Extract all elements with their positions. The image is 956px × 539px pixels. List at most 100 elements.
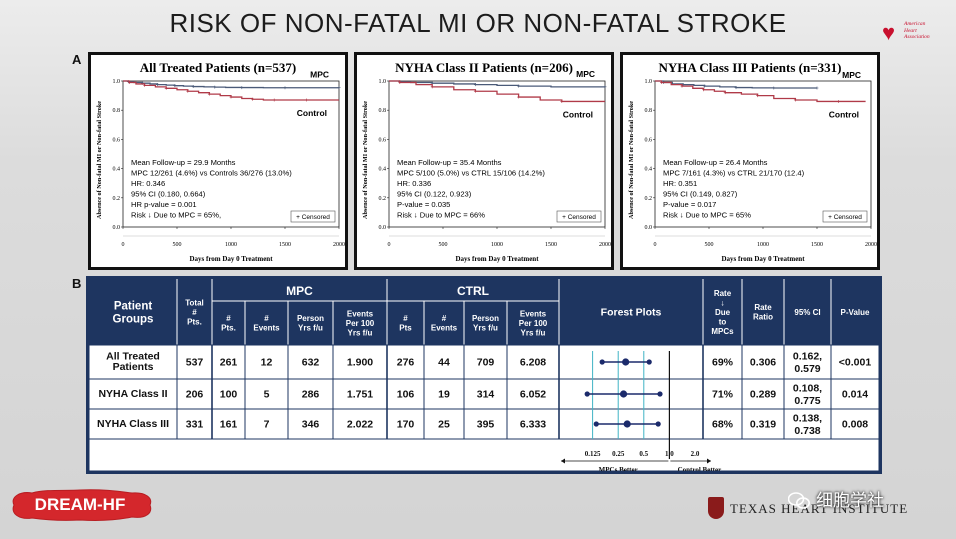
watermark: 细胞学社 [788,486,884,511]
table-cell-line: 346 [302,419,320,431]
thi-shield-icon [708,497,724,519]
series-label-control: Control [563,109,593,119]
column-header-line: Forest Plots [601,307,662,319]
censor-mark [517,84,521,88]
column-header: Patient Groups [113,301,154,326]
censor-mark [603,85,607,89]
table-cell-line: All Treated [106,351,160,363]
table-cell: 0.289 [750,389,776,401]
censor-mark [186,89,190,93]
km-stat-line: HR: 0.336 [397,179,431,188]
y-tick-label: 0.0 [645,225,653,231]
table-cell-line: 5 [264,389,270,401]
censor-mark [772,86,776,90]
table-cell: 261 [220,357,238,369]
censor-mark [164,86,168,90]
y-axis-label: Absence of Non-fatal MI or Non-fatal Str… [628,101,635,219]
table-cell-line: 1.751 [347,389,373,401]
column-header-line: ↓ [721,298,725,307]
table-cell-line: 161 [220,419,238,431]
column-header: Person Yrs f/u [472,314,499,333]
censor-mark [680,84,684,88]
table-cell-line: 6.052 [520,389,546,401]
km-stat-line: 95% CI (0.149, 0.827) [663,190,738,199]
censor-mark [213,85,217,89]
table-cell: 25 [438,419,450,431]
censor-mark [430,85,434,89]
wechat-logo-icon [788,492,810,509]
column-header-line: Patient [114,301,153,313]
table-cell: 314 [477,389,495,401]
censor-mark [734,86,738,90]
km-plot-area [654,80,872,228]
column-header-line: # [226,314,231,323]
table-cell: 161 [220,419,238,431]
km-stat-line: P-value = 0.035 [397,200,450,209]
column-header-line: P-Value [841,308,870,317]
y-tick-label: 0.6 [113,137,121,143]
table-cell-line: 170 [397,419,415,431]
table-cell-line: 632 [302,357,320,369]
km-plot-area [122,80,340,228]
column-header-line: MPCs [711,327,734,336]
column-header-line: Due [715,308,731,317]
table-cell: 537 [186,357,204,369]
table-cell-line: 0.738 [794,425,820,437]
table-cell: 709 [477,357,495,369]
y-tick-label: 1.0 [379,79,387,85]
table-cell-line: 106 [397,389,415,401]
table-cell-line: 25 [438,419,450,431]
column-header-line: Per 100 [519,319,548,328]
table-cell: 276 [397,357,415,369]
forest-estimate [622,358,630,366]
column-header: Total # Pts. [185,298,204,326]
censor-mark [207,92,211,96]
table-cell: 1.751 [347,389,373,401]
y-tick-label: 0.2 [645,196,653,202]
table-cell: 100 [220,389,238,401]
table-cell: 0.014 [842,389,868,401]
censor-mark [793,98,797,102]
y-tick-label: 0.6 [379,137,387,143]
section-a-label: A [72,52,82,67]
table-cell-line: 0.306 [750,357,776,369]
column-header-line: # [442,314,447,323]
km-stat-line: P-value = 0.017 [663,200,716,209]
y-tick-label: 0.2 [379,196,387,202]
forest-arrowhead-left [561,458,565,464]
column-header-line: Pts. [187,317,202,326]
series-label-control: Control [829,109,859,119]
km-title: All Treated Patients (n=537) [140,60,297,75]
table-cell: 1.900 [347,357,373,369]
table-cell: NYHA Class III [97,418,169,430]
censored-legend-box [822,210,868,223]
y-tick-label: 0.2 [113,196,121,202]
table-cell-line: <0.001 [839,357,872,369]
column-header-line: Groups [113,314,154,326]
table-cell: 0.162, 0.579 [793,350,822,375]
table-cell: 206 [186,389,204,401]
table-cell: 7 [264,419,270,431]
km-stat-line: Risk ↓ Due to MPC = 66% [397,211,485,220]
forest-ci-upper [655,421,661,427]
column-header-line: # [403,314,408,323]
km-panel-nyha-iii: NYHA Class III Patients (n=331) 0.0 0.2 0.4… [620,52,880,270]
km-stat-line: MPC 7/161 (4.3%) vs CTRL 21/170 (12.4) [663,169,805,178]
censor-mark [272,98,276,102]
table-cell: 5 [264,389,270,401]
table-cell: 19 [438,389,450,401]
y-axis-label: Absence of Non-fatal MI or Non-fatal Str… [362,101,369,219]
censor-mark [337,86,341,90]
censor-mark [517,95,521,99]
censor-mark [560,99,564,103]
km-stat-line: 95% CI (0.122, 0.923) [397,190,472,199]
x-tick-label: 2000 [865,242,877,248]
table-cell: 71% [712,389,734,401]
x-axis-label: Days from Day 0 Treatment [189,255,273,263]
y-tick-label: 0.6 [645,137,653,143]
table-cell-line: 314 [477,389,495,401]
km-chart: NYHA Class III Patients (n=331) 0.0 0.2 0.4… [628,60,877,263]
table-cell-line: 395 [477,419,495,431]
censor-mark [756,94,760,98]
